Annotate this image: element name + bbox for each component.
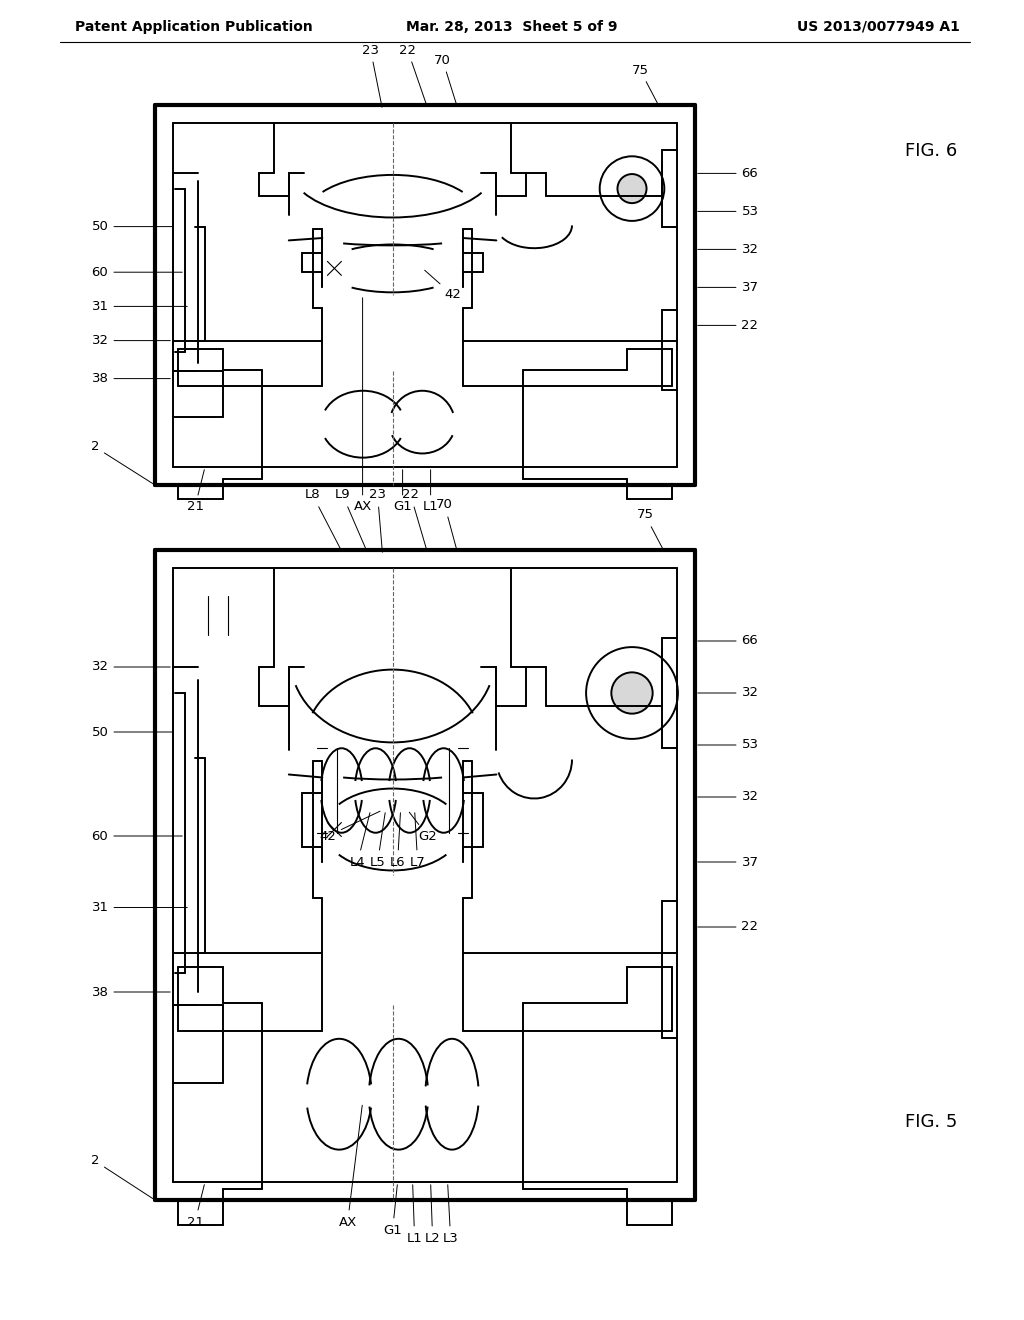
Text: L3: L3 — [442, 1185, 459, 1245]
Text: 31: 31 — [91, 902, 187, 913]
Text: L1: L1 — [423, 470, 438, 513]
Ellipse shape — [611, 672, 652, 714]
Text: 60: 60 — [91, 829, 182, 842]
Text: 32: 32 — [697, 686, 759, 700]
Text: FIG. 5: FIG. 5 — [905, 1113, 957, 1131]
Text: 42: 42 — [425, 271, 461, 301]
Text: 50: 50 — [91, 726, 172, 738]
Text: 38: 38 — [91, 986, 170, 998]
Text: 66: 66 — [697, 166, 759, 180]
Text: L6: L6 — [390, 813, 406, 869]
Text: 23: 23 — [369, 488, 386, 552]
Text: 22: 22 — [697, 920, 759, 933]
Text: Patent Application Publication: Patent Application Publication — [75, 20, 312, 34]
Text: 75: 75 — [632, 63, 658, 106]
Text: AX: AX — [339, 1105, 362, 1229]
Text: 22: 22 — [697, 319, 759, 331]
Text: 21: 21 — [186, 470, 205, 513]
Text: L8: L8 — [305, 488, 341, 550]
Text: L7: L7 — [410, 813, 426, 869]
Text: FIG. 6: FIG. 6 — [905, 141, 957, 160]
Text: Mar. 28, 2013  Sheet 5 of 9: Mar. 28, 2013 Sheet 5 of 9 — [407, 20, 617, 34]
Text: 2: 2 — [91, 1155, 153, 1199]
Text: 21: 21 — [186, 1184, 205, 1229]
Text: 42: 42 — [319, 812, 380, 842]
Text: 22: 22 — [402, 488, 427, 550]
Text: L5: L5 — [370, 813, 385, 869]
Text: L2: L2 — [425, 1185, 440, 1245]
Ellipse shape — [600, 156, 665, 220]
Text: L1: L1 — [407, 1185, 423, 1245]
Text: US 2013/0077949 A1: US 2013/0077949 A1 — [797, 20, 961, 34]
Text: G2: G2 — [410, 812, 437, 842]
Text: 32: 32 — [91, 660, 170, 673]
Text: 32: 32 — [697, 243, 759, 256]
Text: 75: 75 — [637, 508, 664, 550]
Text: L4: L4 — [350, 813, 370, 869]
Text: 32: 32 — [91, 334, 170, 347]
Text: 32: 32 — [697, 791, 759, 804]
Text: 38: 38 — [91, 372, 170, 385]
Ellipse shape — [617, 174, 646, 203]
Text: AX: AX — [353, 298, 372, 513]
Text: 22: 22 — [399, 44, 427, 106]
Text: G1: G1 — [393, 470, 412, 513]
Text: 31: 31 — [91, 300, 187, 313]
Text: 2: 2 — [91, 441, 153, 483]
Text: 37: 37 — [697, 281, 759, 294]
Text: 53: 53 — [697, 738, 759, 751]
Text: 70: 70 — [436, 499, 457, 550]
Text: G1: G1 — [383, 1185, 402, 1237]
Text: 66: 66 — [697, 635, 759, 648]
Text: 37: 37 — [697, 855, 759, 869]
Text: 53: 53 — [697, 205, 759, 218]
Text: 60: 60 — [91, 265, 182, 279]
Text: L9: L9 — [335, 488, 367, 550]
Text: 70: 70 — [434, 54, 457, 106]
Text: 23: 23 — [362, 44, 382, 107]
Ellipse shape — [586, 647, 678, 739]
Text: 50: 50 — [91, 220, 172, 234]
